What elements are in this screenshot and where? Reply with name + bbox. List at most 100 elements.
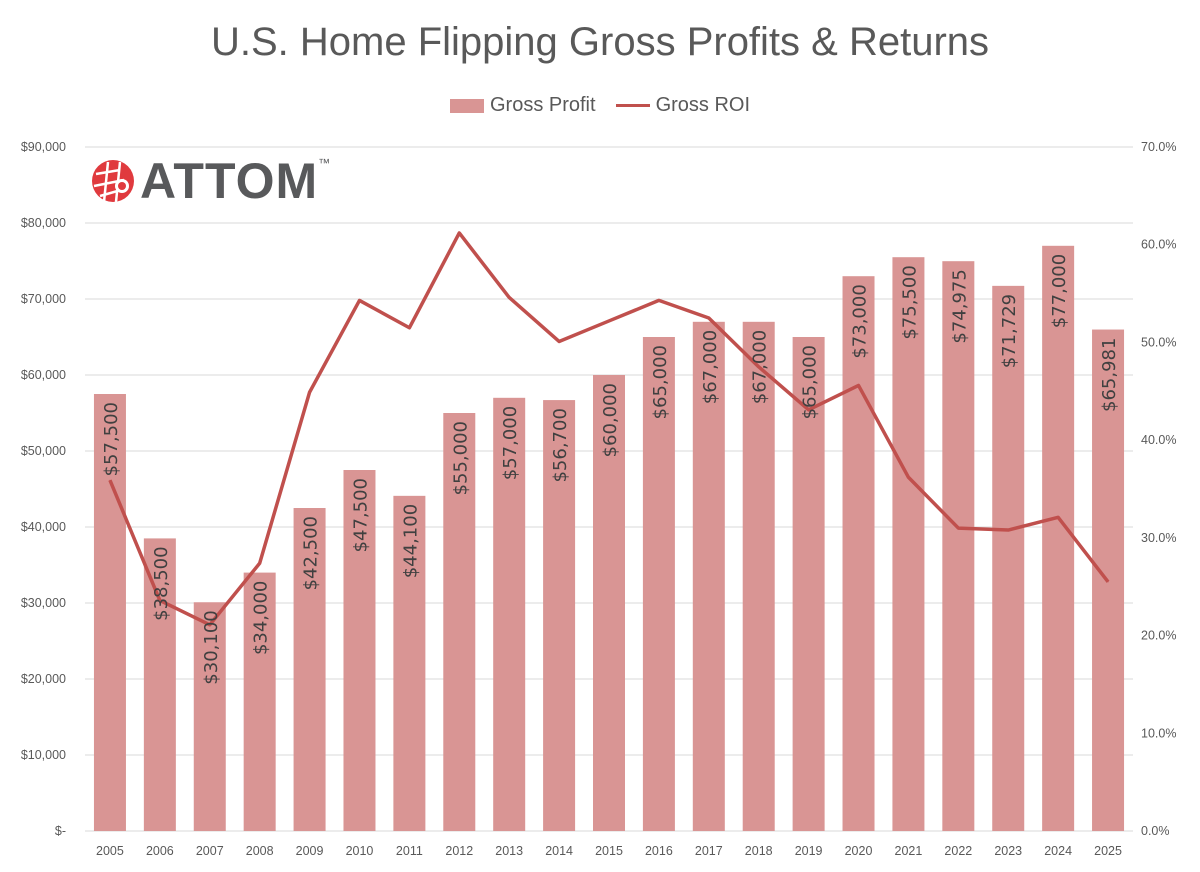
bar-2013 — [493, 397, 526, 831]
chart-title: U.S. Home Flipping Gross Profits & Retur… — [210, 20, 990, 64]
roi-point-2025 — [1107, 581, 1109, 583]
bar-data-label: $57,000 — [500, 406, 521, 480]
x-axis-tick: 2006 — [146, 844, 174, 858]
bar-data-label: $65,000 — [650, 345, 671, 419]
bar-2011 — [393, 495, 426, 831]
roi-point-2024 — [1057, 516, 1059, 518]
bar-data-label: $77,000 — [1049, 254, 1070, 328]
right-axis-tick: 50.0% — [1141, 335, 1176, 349]
legend-item-gross-profit: Gross Profit — [449, 94, 596, 117]
x-axis-tick: 2011 — [396, 844, 423, 858]
bar-data-label: $67,000 — [700, 330, 721, 404]
roi-point-2022 — [957, 527, 959, 529]
bar-2010 — [343, 470, 376, 831]
left-axis-tick: $- — [55, 824, 66, 838]
bar-2009 — [293, 508, 326, 831]
left-axis-tick: $10,000 — [21, 748, 66, 762]
x-axis-tick: 2024 — [1044, 844, 1072, 858]
left-axis-tick: $30,000 — [21, 596, 66, 610]
left-axis-tick: $90,000 — [21, 140, 66, 154]
bar-2020 — [842, 276, 875, 831]
x-axis-tick: 2010 — [346, 844, 374, 858]
logo-tm: ™ — [318, 156, 331, 170]
bar-2005 — [93, 394, 126, 831]
bar-data-label: $34,000 — [251, 581, 272, 655]
left-axis-tick: $50,000 — [21, 444, 66, 458]
left-axis-tick: $60,000 — [21, 368, 66, 382]
roi-point-2019 — [808, 409, 810, 411]
right-axis-tick: 0.0% — [1141, 824, 1170, 838]
bar-2023 — [992, 285, 1025, 831]
x-axis-tick: 2009 — [296, 844, 324, 858]
x-axis-tick: 2016 — [645, 844, 673, 858]
bar-data-label: $67,000 — [750, 330, 771, 404]
legend-swatch-bar — [449, 98, 484, 113]
x-axis-tick: 2021 — [895, 844, 923, 858]
roi-point-2016 — [658, 299, 660, 301]
bar-2015 — [593, 375, 625, 831]
bar-data-label: $44,100 — [400, 504, 421, 578]
bar-2012 — [443, 413, 476, 831]
bar-2006 — [143, 538, 176, 831]
roi-point-2015 — [608, 320, 610, 322]
bar-data-label: $56,700 — [550, 408, 571, 482]
roi-point-2005 — [109, 479, 111, 481]
x-axis-tick: 2022 — [944, 844, 972, 858]
bar-2022 — [942, 261, 975, 831]
legend-swatch-line — [615, 104, 650, 107]
legend-label: Gross Profit — [489, 94, 596, 116]
x-axis-tick: 2017 — [695, 844, 723, 858]
roi-point-2020 — [858, 384, 860, 386]
x-axis-tick: 2013 — [495, 844, 523, 858]
roi-point-2013 — [508, 296, 510, 298]
right-axis-tick: 30.0% — [1141, 531, 1176, 545]
right-axis-tick: 10.0% — [1141, 726, 1176, 740]
right-axis-tick: 40.0% — [1141, 433, 1176, 447]
bar-data-label: $30,100 — [201, 610, 222, 684]
left-axis-tick: $70,000 — [21, 292, 66, 306]
roi-point-2018 — [758, 366, 760, 368]
bar-data-label: $65,981 — [1099, 338, 1120, 412]
bar-data-label: $74,975 — [949, 269, 970, 343]
x-axis-tick: 2015 — [595, 844, 623, 858]
roi-point-2010 — [358, 299, 360, 301]
bar-2014 — [543, 400, 576, 831]
bar-2021 — [892, 257, 925, 831]
bar-data-label: $38,500 — [151, 546, 172, 620]
x-axis-tick: 2018 — [745, 844, 773, 858]
roi-point-2023 — [1007, 529, 1009, 531]
bar-data-label: $55,000 — [450, 421, 471, 495]
logo-globe-icon — [92, 160, 134, 203]
bar-2017 — [692, 321, 725, 831]
x-axis-tick: 2005 — [96, 844, 124, 858]
roi-point-2011 — [408, 327, 410, 329]
right-axis-tick: 60.0% — [1141, 238, 1176, 252]
roi-point-2007 — [209, 624, 211, 626]
roi-point-2014 — [558, 340, 560, 342]
left-axis-tick: $80,000 — [21, 216, 66, 230]
bar-2007 — [193, 602, 226, 831]
bar-2018 — [742, 321, 775, 831]
bar-data-label: $47,500 — [350, 478, 371, 552]
bar-2016 — [642, 337, 675, 831]
bar-data-label: $60,000 — [600, 383, 621, 457]
logo-text: ATTOM — [140, 153, 319, 209]
left-axis-tick: $20,000 — [21, 672, 66, 686]
roi-point-2009 — [309, 391, 311, 393]
x-axis-tick: 2023 — [994, 844, 1022, 858]
bar-2024 — [1042, 245, 1075, 832]
x-axis-tick: 2020 — [845, 844, 873, 858]
bar-data-label: $73,000 — [850, 284, 871, 358]
bar-data-label: $65,000 — [800, 345, 821, 419]
x-axis-tick: 2012 — [445, 844, 473, 858]
bar-2008 — [243, 572, 276, 831]
x-axis-tick: 2014 — [545, 844, 573, 858]
roi-point-2017 — [708, 317, 710, 319]
bar-data-label: $71,729 — [999, 294, 1020, 368]
attom-logo: ATTOM ™ — [90, 152, 330, 210]
roi-point-2006 — [159, 599, 161, 601]
legend: Gross Profit Gross ROI — [0, 94, 1200, 117]
roi-point-2012 — [458, 232, 460, 234]
bar-data-label: $75,500 — [899, 265, 920, 339]
